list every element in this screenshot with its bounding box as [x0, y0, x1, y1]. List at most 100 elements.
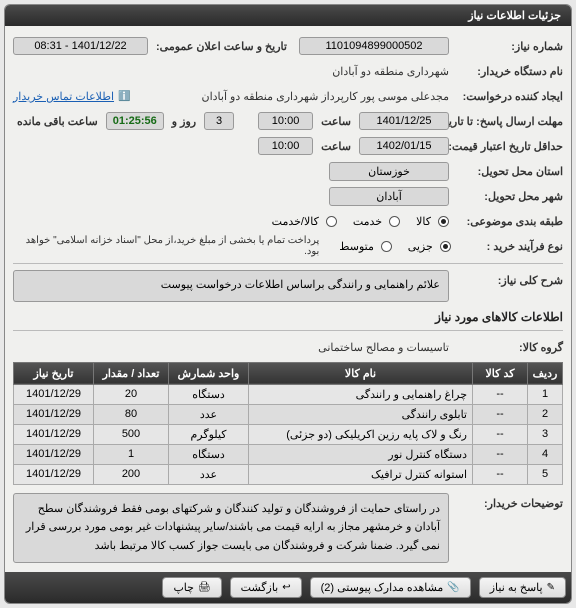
announce-value: 1401/12/22 - 08:31 [13, 37, 148, 55]
table-cell: -- [473, 444, 528, 464]
table-cell: 1 [528, 384, 563, 404]
table-cell: 20 [94, 384, 169, 404]
table-row[interactable]: 2--تابلوی رانندگیعدد801401/12/29 [14, 404, 563, 424]
attachments-button[interactable]: 📎 مشاهده مدارک پیوستی (2) [310, 577, 471, 598]
validity-date: 1402/01/15 [359, 137, 449, 155]
countdown-timer: 01:25:56 [106, 112, 164, 130]
th-qty: تعداد / مقدار [94, 362, 169, 384]
radio-motavaset-label: متوسط [339, 240, 374, 253]
table-row[interactable]: 5--استوانه کنترل ترافیکعدد2001401/12/29 [14, 464, 563, 484]
table-cell: -- [473, 384, 528, 404]
buyer-note-text: در راستای حمایت از فروشندگان و تولید کنن… [13, 493, 449, 563]
city-value: آبادان [329, 187, 449, 206]
classification-label: طبقه بندی موضوعی: [453, 215, 563, 228]
back-label: بازگشت [241, 581, 279, 594]
back-icon: ↩ [282, 582, 290, 593]
th-unit: واحد شمارش [169, 362, 249, 384]
table-cell: 1 [94, 444, 169, 464]
table-cell: 1401/12/29 [14, 404, 94, 424]
table-cell: تابلوی رانندگی [249, 404, 473, 424]
need-details-panel: جزئیات اطلاعات نیاز شماره نیاز: 11010948… [4, 4, 572, 604]
process-label: نوع فرآیند خرید : [455, 240, 563, 253]
remain-label: ساعت باقی مانده [13, 115, 102, 128]
table-cell: 2 [528, 404, 563, 424]
reply-label: پاسخ به نیاز [490, 581, 543, 594]
day-label: روز و [168, 115, 200, 128]
radio-kala-label: کالا [416, 215, 431, 228]
org-value: شهرداری منطقه دو آبادان [332, 65, 449, 78]
reply-icon: ✎ [547, 582, 555, 593]
table-header-row: ردیف کد کالا نام کالا واحد شمارش تعداد /… [14, 362, 563, 384]
th-row: ردیف [528, 362, 563, 384]
process-note: پرداخت تمام یا بخشی از مبلغ خرید،از محل … [13, 235, 319, 257]
table-cell: -- [473, 424, 528, 444]
attach-icon: 📎 [447, 582, 459, 593]
table-cell: -- [473, 404, 528, 424]
radio-kala[interactable] [438, 216, 449, 227]
goods-section-title: اطلاعات کالاهای مورد نیاز [13, 310, 563, 324]
table-cell: 1401/12/29 [14, 424, 94, 444]
deadline-hour: 10:00 [258, 112, 313, 130]
table-cell: استوانه کنترل ترافیک [249, 464, 473, 484]
print-button[interactable]: 🖨 چاپ [162, 577, 221, 598]
info-icon: ℹ️ [118, 91, 130, 102]
radio-motavaset[interactable] [381, 241, 392, 252]
radio-jozi[interactable] [440, 241, 451, 252]
creator-label: ایجاد کننده درخواست: [453, 90, 563, 103]
table-cell: چراغ راهنمایی و رانندگی [249, 384, 473, 404]
req-no-value: 1101094899000502 [299, 37, 449, 55]
table-cell: دستگاه [169, 384, 249, 404]
table-cell: 500 [94, 424, 169, 444]
radio-both-label: کالا/خدمت [272, 215, 319, 228]
hour-label-2: ساعت [317, 140, 355, 153]
creator-value: مجدعلی موسی پور کارپرداز شهرداری منطقه د… [202, 90, 450, 103]
table-cell: 1401/12/29 [14, 384, 94, 404]
validity-label: حداقل تاریخ اعتبار قیمت: تا تاریخ: [453, 140, 563, 153]
buyer-contact-link[interactable]: اطلاعات تماس خریدار [13, 90, 114, 103]
radio-jozi-label: جزیی [408, 240, 433, 253]
footer-toolbar: ✎ پاسخ به نیاز 📎 مشاهده مدارک پیوستی (2)… [5, 572, 571, 603]
table-cell: دستگاه [169, 444, 249, 464]
radio-khadamat[interactable] [389, 216, 400, 227]
attach-label: مشاهده مدارک پیوستی (2) [321, 581, 444, 594]
table-cell: -- [473, 464, 528, 484]
province-label: استان محل تحویل: [453, 165, 563, 178]
reply-button[interactable]: ✎ پاسخ به نیاز [479, 577, 566, 598]
radio-khadamat-label: خدمت [353, 215, 382, 228]
separator-1 [13, 263, 563, 264]
th-date: تاریخ نیاز [14, 362, 94, 384]
table-cell: عدد [169, 464, 249, 484]
deadline-date: 1401/12/25 [359, 112, 449, 130]
table-row[interactable]: 4--دستگاه کنترل نوردستگاه11401/12/29 [14, 444, 563, 464]
city-label: شهر محل تحویل: [453, 190, 563, 203]
desc-text: علائم راهنمایی و رانندگی براساس اطلاعات … [13, 270, 449, 302]
table-row[interactable]: 1--چراغ راهنمایی و رانندگیدستگاه201401/1… [14, 384, 563, 404]
radio-both[interactable] [326, 216, 337, 227]
back-button[interactable]: ↩ بازگشت [230, 577, 302, 598]
table-cell: 80 [94, 404, 169, 424]
announce-label: تاریخ و ساعت اعلان عمومی: [152, 40, 287, 53]
table-cell: عدد [169, 404, 249, 424]
table-cell: 1401/12/29 [14, 464, 94, 484]
group-value: تاسیسات و مصالح ساختمانی [318, 341, 449, 354]
table-row[interactable]: 3--رنگ و لاک پایه رزین اکریلیکی (دو جزئی… [14, 424, 563, 444]
org-label: نام دستگاه خریدار: [453, 65, 563, 78]
table-cell: 200 [94, 464, 169, 484]
print-icon: 🖨 [198, 582, 211, 593]
panel-title: جزئیات اطلاعات نیاز [5, 5, 571, 26]
table-cell: کیلوگرم [169, 424, 249, 444]
table-cell: 1401/12/29 [14, 444, 94, 464]
items-table: ردیف کد کالا نام کالا واحد شمارش تعداد /… [13, 362, 563, 485]
panel-body: شماره نیاز: 1101094899000502 تاریخ و ساع… [5, 26, 571, 572]
days-remaining: 3 [204, 112, 234, 130]
province-value: خوزستان [329, 162, 449, 181]
req-no-label: شماره نیاز: [453, 40, 563, 53]
table-cell: 4 [528, 444, 563, 464]
validity-hour: 10:00 [258, 137, 313, 155]
table-cell: 3 [528, 424, 563, 444]
deadline-label: مهلت ارسال پاسخ: تا تاریخ: [453, 115, 563, 128]
buyer-note-label: توضیحات خریدار: [453, 493, 563, 510]
table-cell: رنگ و لاک پایه رزین اکریلیکی (دو جزئی) [249, 424, 473, 444]
hour-label-1: ساعت [317, 115, 355, 128]
separator-2 [13, 330, 563, 331]
